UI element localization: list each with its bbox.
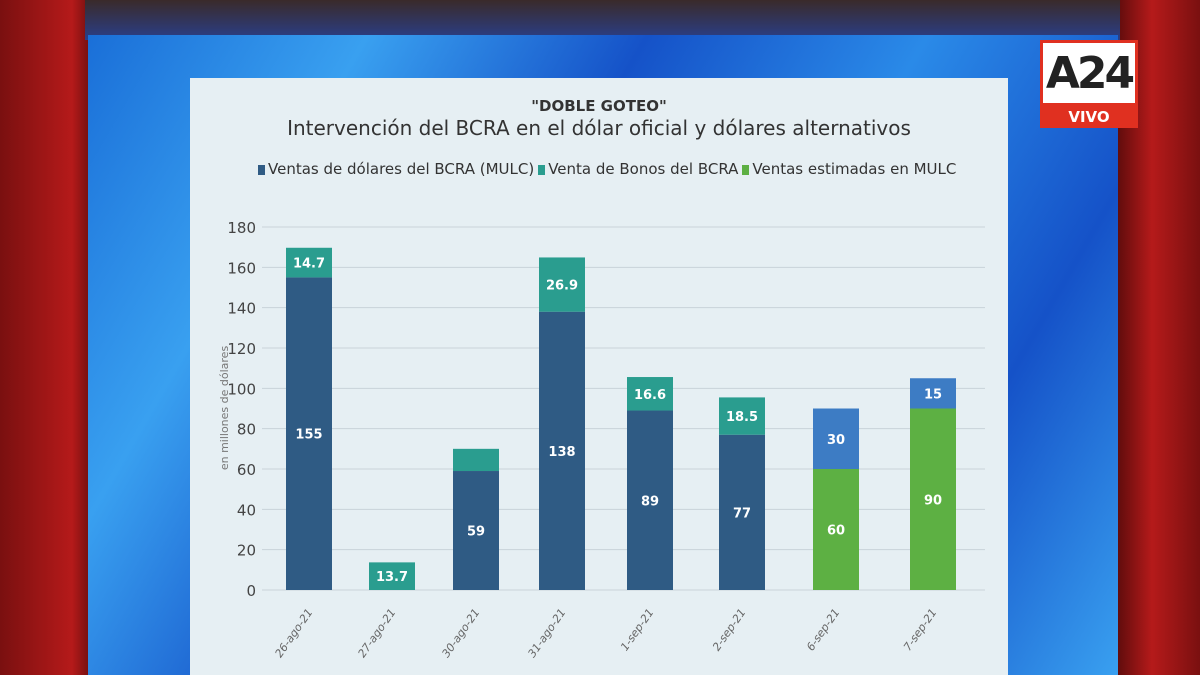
data-label: 18.5 xyxy=(726,410,758,425)
y-tick-label: 60 xyxy=(237,461,256,479)
bar-segment xyxy=(286,247,332,278)
studio-top xyxy=(85,0,1120,40)
legend-item-mulc: Ventas de dólares del BCRA (MULC) xyxy=(258,160,534,178)
y-tick-label: 180 xyxy=(227,219,256,237)
logo-text: A24 xyxy=(1040,40,1138,106)
legend-label: Ventas estimadas en MULC xyxy=(752,160,957,178)
x-tick-label: 6-sep-21 xyxy=(804,606,842,653)
data-label: 15 xyxy=(924,387,942,402)
data-label: 89 xyxy=(641,494,659,509)
bar-segment xyxy=(539,257,585,312)
y-axis-label: en millones de dólares xyxy=(218,346,231,471)
y-tick-label: 120 xyxy=(227,340,256,358)
y-tick-label: 20 xyxy=(237,542,256,560)
y-tick-label: 40 xyxy=(237,501,256,519)
data-label: 155 xyxy=(295,428,322,443)
chart-legend: Ventas de dólares del BCRA (MULC) Venta … xyxy=(258,160,956,178)
bar-segment xyxy=(539,311,585,590)
x-tick-label: 31-ago-21 xyxy=(525,606,568,660)
x-tick-label: 26-ago-21 xyxy=(272,606,315,660)
data-label: 26.9 xyxy=(546,279,578,294)
channel-logo: A24 VIVO xyxy=(1040,40,1140,130)
bar-segment xyxy=(286,277,332,590)
data-label: 59 xyxy=(467,525,485,540)
bar-segment xyxy=(813,469,859,590)
bar-segment xyxy=(453,471,499,590)
legend-label: Ventas de dólares del BCRA (MULC) xyxy=(268,160,535,178)
legend-item-estimadas: Ventas estimadas en MULC xyxy=(742,160,956,178)
data-label: 30 xyxy=(827,433,845,448)
x-tick-label: 1-sep-21 xyxy=(618,606,656,653)
y-tick-label: 160 xyxy=(227,259,256,277)
chart-title: Intervención del BCRA en el dólar oficia… xyxy=(287,116,911,140)
y-tick-label: 140 xyxy=(227,300,256,318)
data-label: 13.7 xyxy=(376,570,408,585)
legend-item-bonos: Venta de Bonos del BCRA xyxy=(538,160,738,178)
bar-segment xyxy=(627,410,673,590)
x-tick-label: 27-ago-21 xyxy=(355,606,398,660)
bar-segment xyxy=(627,377,673,411)
y-tick-label: 100 xyxy=(227,380,256,398)
bar-segment xyxy=(453,448,499,472)
data-label: 77 xyxy=(733,506,751,521)
bar-segment xyxy=(910,378,956,409)
live-badge: VIVO xyxy=(1040,106,1138,128)
x-tick-label: 7-sep-21 xyxy=(901,606,939,653)
y-tick-label: 0 xyxy=(246,582,256,600)
data-label: 14.7 xyxy=(293,257,325,272)
data-label: 16.6 xyxy=(634,388,666,403)
chart-supertitle: "DOBLE GOTEO" xyxy=(531,97,667,115)
data-label: 138 xyxy=(548,445,575,460)
bar-segment xyxy=(910,408,956,590)
y-tick-label: 80 xyxy=(237,421,256,439)
bar-segment xyxy=(719,397,765,435)
bar-segment xyxy=(719,434,765,590)
legend-label: Venta de Bonos del BCRA xyxy=(548,160,739,178)
x-tick-label: 2-sep-21 xyxy=(710,606,748,653)
bar-segment xyxy=(369,562,415,590)
bar-segment xyxy=(813,408,859,469)
data-label: 60 xyxy=(827,524,845,539)
data-label: 90 xyxy=(924,493,942,508)
x-tick-label: 30-ago-21 xyxy=(439,606,482,660)
